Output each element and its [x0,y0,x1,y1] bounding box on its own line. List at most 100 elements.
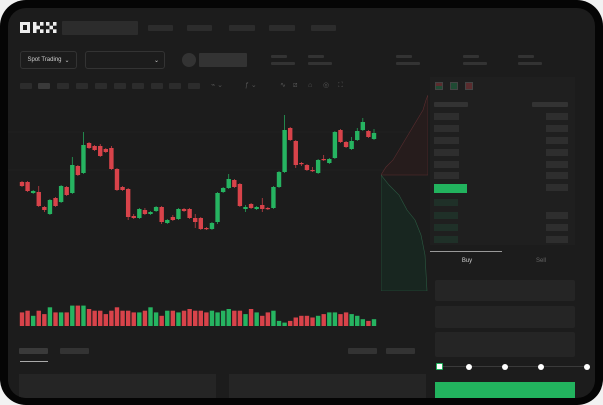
slider-step[interactable] [466,363,472,370]
volume-bar [243,314,248,326]
candle [299,163,304,165]
stat-value [308,62,332,65]
timeframe-button[interactable] [20,83,32,89]
tab-open-orders[interactable] [19,348,48,354]
volume-bar [25,310,30,326]
ask-price[interactable] [434,161,459,168]
line-draw-icon[interactable]: ∿ [280,82,286,89]
ask-amount[interactable] [546,161,568,168]
timeframe-button[interactable] [188,83,200,89]
ask-amount[interactable] [546,172,568,179]
timeframe-button[interactable] [38,83,50,89]
candle [209,223,215,229]
total-input[interactable] [435,332,575,357]
timeframe-button[interactable] [132,83,144,89]
search-bar[interactable] [62,21,138,35]
okx-logo[interactable] [20,22,57,33]
volume-bar [226,309,231,326]
orders-card [19,374,216,398]
bid-price[interactable] [434,199,458,206]
bid-amount[interactable] [546,212,568,219]
settings-icon[interactable]: ◎ [323,82,330,89]
volume-bar [103,314,109,326]
candle [42,207,47,210]
ask-amount[interactable] [546,113,568,120]
bid-amount[interactable] [546,224,568,231]
tab-buy[interactable]: Buy [461,258,473,264]
slider-step[interactable] [584,363,590,370]
bid-price[interactable] [434,212,458,219]
stat-label [308,55,324,58]
slider-handle[interactable] [436,363,443,370]
ask-amount[interactable] [546,184,568,191]
ask-amount[interactable] [546,125,568,132]
volume-bar [170,310,176,326]
volume-bar [131,312,136,326]
buy-button[interactable] [435,382,575,398]
indicator-icon[interactable]: ƒ ⌄ [245,82,257,89]
slider-step[interactable] [538,363,544,370]
bid-amount[interactable] [546,236,568,243]
trading-mode-select[interactable]: Spot Trading ⌄ [20,51,77,69]
bids-only-icon[interactable] [450,82,458,90]
coin-icon [182,53,196,67]
filter-button[interactable] [348,348,377,354]
stat-label [271,55,287,58]
candle [360,122,366,130]
ask-amount[interactable] [546,149,568,156]
candle [114,169,120,190]
pair-select[interactable]: ⌄ [85,51,165,69]
ask-price[interactable] [434,113,459,120]
filter-button[interactable] [386,348,415,354]
candle [321,159,326,161]
timeframe-button[interactable] [95,83,107,89]
ask-price[interactable] [434,172,459,179]
timeframe-button[interactable] [114,83,126,89]
last-price[interactable] [434,184,467,193]
slider-step[interactable] [502,363,508,370]
ask-price[interactable] [434,125,459,132]
candle [148,212,153,214]
candlestick-chart[interactable] [8,95,428,335]
timeframe-button[interactable] [76,83,88,89]
asks-only-icon[interactable] [465,82,473,90]
volume-bar [293,317,298,326]
volume-bar [338,314,343,326]
candle [338,130,343,142]
bid-price[interactable] [434,224,458,231]
timeframe-button[interactable] [151,83,163,89]
nav-item[interactable] [269,25,295,31]
timeframe-button[interactable] [169,83,181,89]
volume-bar [282,322,287,326]
tab-history[interactable] [60,348,89,354]
tab-sell[interactable]: Sell [535,258,546,264]
fullscreen-icon[interactable]: ⛶ [338,82,343,89]
volume-bar [148,307,153,326]
candle [254,207,259,209]
nav-item[interactable] [311,25,336,31]
camera-icon[interactable]: ⌂ [308,82,313,89]
nav-item[interactable] [229,25,255,31]
volume-bar [114,307,120,326]
volume-bar [315,315,321,326]
ask-price[interactable] [434,149,459,156]
candle [243,207,248,209]
nav-item[interactable] [187,25,212,31]
ask-price[interactable] [434,137,459,144]
candle [81,145,86,173]
candle-type-icon[interactable]: ⌁ ⌄ [211,82,224,89]
both-sides-icon[interactable] [435,82,443,90]
amount-input[interactable] [435,306,575,328]
volume-bar [75,305,81,326]
price-input[interactable] [435,280,575,301]
volume-bar [176,312,181,326]
candle [176,209,181,219]
ruler-icon[interactable]: ⧄ [293,82,298,89]
leverage-slider[interactable] [436,363,590,370]
ask-amount[interactable] [546,137,568,144]
bid-price[interactable] [434,236,458,243]
volume-bar [86,309,92,326]
timeframe-button[interactable] [57,83,69,89]
candle [282,130,287,172]
nav-item[interactable] [148,25,173,31]
